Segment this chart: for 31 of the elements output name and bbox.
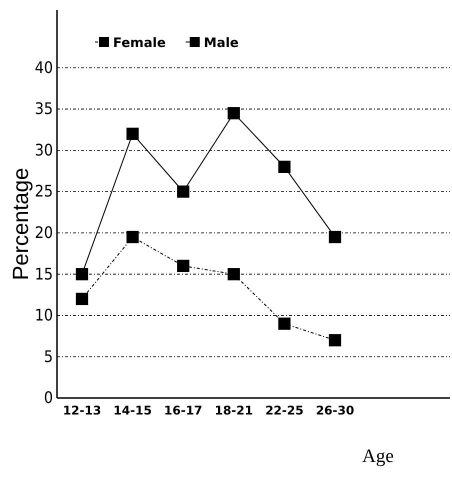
- point: [328, 334, 342, 346]
- y-tick-label: 15: [34, 264, 53, 284]
- y-tick-label: 0: [44, 388, 53, 408]
- y-tick-label: 35: [34, 99, 53, 118]
- x-tick-label: 12-13: [62, 404, 102, 418]
- x-tick-label: 22-25: [265, 404, 304, 418]
- point: [278, 318, 291, 330]
- x-tick-label: 18-21: [214, 404, 253, 418]
- point: [76, 292, 88, 306]
- y-tick-label: 20: [34, 223, 53, 242]
- point: [228, 107, 240, 120]
- point: [177, 260, 190, 272]
- y-tick-label: 40: [34, 58, 53, 77]
- legend-label: Female: [113, 36, 166, 51]
- legend-label: Male: [204, 36, 239, 51]
- y-tick-label: 25: [34, 182, 53, 201]
- point: [126, 128, 139, 140]
- point: [126, 230, 139, 244]
- point: [278, 160, 291, 173]
- x-axis-title: Age: [362, 446, 394, 467]
- y-axis-title: Percentage: [8, 168, 33, 280]
- point: [177, 185, 190, 198]
- y-tick-label: 5: [44, 346, 53, 366]
- x-tick-label: 14-15: [113, 404, 152, 418]
- point: [228, 268, 240, 280]
- point: [328, 230, 342, 244]
- y-tick-label: 30: [34, 140, 53, 160]
- y-tick-label: 10: [34, 306, 53, 325]
- x-tick-label: 16-17: [164, 404, 202, 418]
- point: [76, 268, 88, 280]
- x-tick-label: 26-30: [316, 404, 354, 418]
